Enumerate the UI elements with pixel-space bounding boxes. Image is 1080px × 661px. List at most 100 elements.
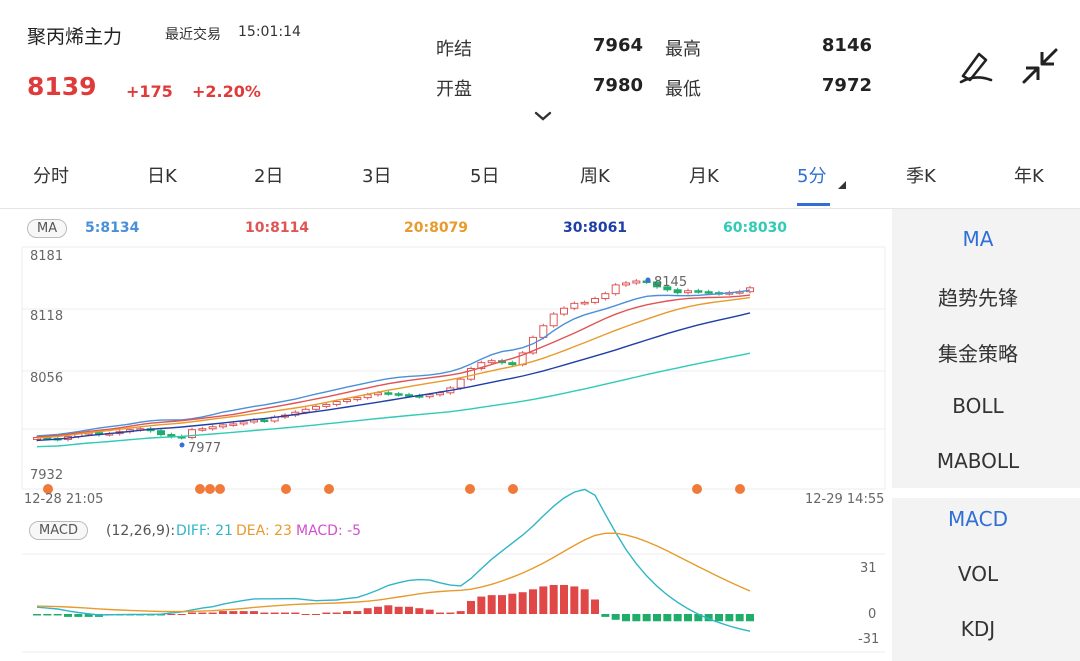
collapse-arrows-icon[interactable] [1020, 46, 1060, 86]
macd-tick-zero: 0 [868, 607, 877, 622]
last-trade-time: 15:01:14 [238, 24, 301, 40]
candle-body-42 [467, 367, 475, 380]
panel-gap [892, 488, 1080, 498]
high-marker [645, 277, 651, 283]
macd-bar-32 [363, 608, 372, 614]
signal-dot-1 [195, 484, 205, 494]
ma-badge[interactable]: MA [27, 219, 68, 238]
macd-bar-39 [436, 612, 444, 614]
candle-body-61 [663, 286, 672, 291]
ma10-value: 10:8114 [245, 220, 310, 236]
macd-bar-69 [746, 614, 754, 622]
macd-bar-19 [229, 611, 238, 614]
ma5-value: 5:8134 [85, 220, 140, 236]
signal-dot-0 [43, 484, 53, 494]
candle-body-30 [343, 399, 351, 403]
signal-dot-8 [692, 484, 702, 494]
low-label: 最低 [665, 79, 701, 100]
open-value: 7980 [592, 75, 643, 96]
contract-title: 聚丙烯主力 [27, 26, 123, 48]
macd-badge[interactable]: MACD [29, 521, 88, 540]
tab-yearly-k[interactable]: 年K [1014, 166, 1044, 187]
indicator-maboll[interactable]: MABOLL [936, 449, 1020, 473]
macd-bar-31 [353, 611, 362, 614]
macd-bar-49 [539, 586, 548, 614]
macd-bar-25 [291, 612, 300, 614]
macd-bar-46 [508, 593, 517, 614]
macd-bar-33 [374, 606, 382, 614]
macd-bar-5 [84, 614, 93, 617]
candle-body-16 [198, 428, 207, 431]
macd-diff-line [36, 488, 751, 632]
expand-chevron-icon[interactable] [534, 110, 552, 122]
quote-header: 聚丙烯主力 最近交易 15:01:14 8139 +175 +2.20% 昨结 … [0, 0, 1080, 140]
macd-bar-30 [343, 611, 351, 614]
tab-intraday[interactable]: 分时 [33, 166, 69, 187]
ma20-line [36, 296, 751, 439]
candle-body-34 [384, 392, 393, 395]
tab-3day[interactable]: 3日 [362, 166, 392, 187]
candle-body-22 [260, 419, 269, 422]
macd-bar-67 [725, 614, 734, 622]
macd-bar-52 [570, 586, 579, 614]
macd-bar-27 [312, 614, 320, 615]
tab-weekly-k[interactable]: 周K [580, 166, 610, 187]
candle-body-43 [477, 362, 486, 369]
macd-bar-22 [260, 612, 269, 614]
ma30-line [36, 312, 751, 442]
macd-bar-65 [704, 614, 713, 622]
tab-dropdown-triangle-icon[interactable] [838, 181, 846, 189]
ma5-line [36, 289, 751, 437]
indicator-boll[interactable]: BOLL [952, 394, 1004, 418]
macd-bar-13 [167, 614, 176, 615]
tab-daily-k[interactable]: 日K [147, 166, 177, 187]
macd-bar-54 [591, 599, 599, 614]
candle-body-19 [229, 423, 238, 426]
indicator-gold-strategy[interactable]: 集金策略 [938, 342, 1018, 366]
candle-body-58 [632, 280, 641, 284]
macd-bar-59 [642, 614, 651, 622]
tab-monthly-k[interactable]: 月K [689, 166, 719, 187]
candle-body-12 [157, 430, 165, 436]
indicator-trend-pioneer[interactable]: 趋势先锋 [938, 286, 1018, 310]
tab-5day[interactable]: 5日 [470, 166, 500, 187]
macd-bar-55 [601, 614, 610, 617]
draw-pen-icon[interactable] [955, 46, 995, 86]
candle-body-20 [239, 421, 248, 425]
indicator-ma[interactable]: MA [962, 227, 994, 251]
time-end: 12-29 14:55 [805, 492, 885, 507]
candle-body-28 [322, 403, 331, 407]
candle-body-50 [549, 313, 558, 327]
indicator-kdj[interactable]: KDJ [960, 617, 996, 641]
last-trade-label: 最近交易 [165, 27, 221, 43]
macd-bar-66 [715, 614, 723, 622]
candle-body-57 [622, 282, 630, 286]
candlestick-chart[interactable] [0, 209, 892, 661]
indicator-macd[interactable]: MACD [948, 507, 1008, 531]
macd-bar-57 [622, 614, 630, 622]
macd-bar-58 [632, 614, 641, 622]
macd-bar-56 [611, 614, 620, 620]
indicator-vol[interactable]: VOL [957, 562, 999, 586]
macd-bar-20 [239, 611, 248, 614]
macd-params: (12,26,9): [106, 523, 176, 539]
macd-bar-38 [425, 609, 434, 614]
candle-body-53 [580, 301, 589, 305]
macd-bar-16 [198, 612, 207, 614]
signal-dot-7 [508, 484, 518, 494]
tabs-divider [0, 208, 1080, 209]
candle-body-26 [301, 408, 310, 413]
chart-area[interactable]: MA 5:8134 10:8114 20:8079 30:8061 60:803… [0, 209, 892, 661]
tab-2day[interactable]: 2日 [254, 166, 284, 187]
candle-body-55 [601, 293, 610, 300]
ma60-value: 60:8030 [723, 220, 788, 236]
signal-dot-4 [281, 484, 291, 494]
tab-quarterly-k[interactable]: 季K [906, 166, 936, 187]
tab-5min[interactable]: 5分 [797, 166, 827, 187]
macd-bar-18 [219, 611, 227, 614]
macd-bar-37 [415, 608, 424, 614]
macd-dea: DEA: 23 [236, 523, 292, 539]
macd-bar-2 [53, 614, 62, 616]
macd-diff: DIFF: 21 [176, 523, 233, 539]
macd-bar-43 [477, 596, 486, 614]
